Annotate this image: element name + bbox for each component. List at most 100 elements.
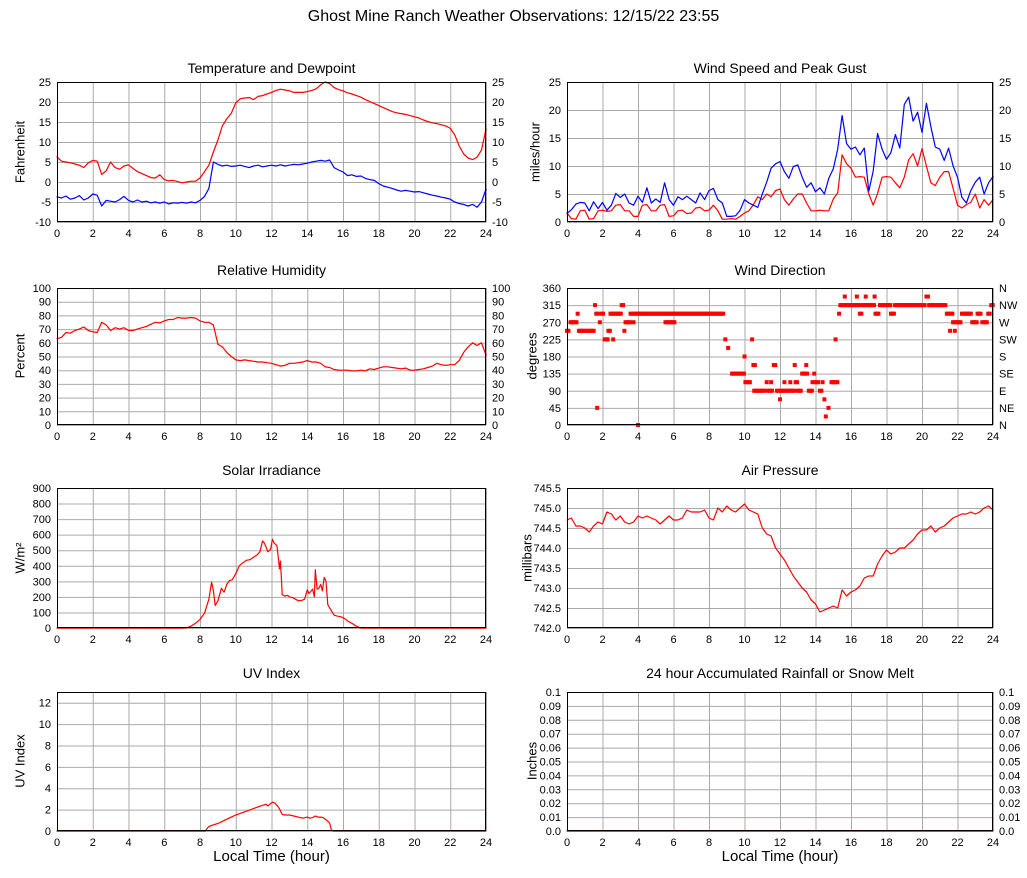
svg-text:0: 0 bbox=[54, 228, 60, 240]
svg-text:24: 24 bbox=[987, 837, 999, 849]
svg-text:16: 16 bbox=[845, 837, 857, 849]
svg-text:745.0: 745.0 bbox=[533, 503, 561, 515]
svg-text:0.05: 0.05 bbox=[999, 757, 1020, 769]
svg-text:10: 10 bbox=[39, 406, 51, 418]
svg-text:14: 14 bbox=[301, 634, 313, 646]
svg-text:20: 20 bbox=[999, 105, 1011, 117]
svg-text:0.0: 0.0 bbox=[999, 826, 1014, 838]
svg-text:N: N bbox=[999, 283, 1007, 295]
svg-text:744.0: 744.0 bbox=[533, 543, 561, 555]
chart-title: Temperature and Dewpoint bbox=[187, 60, 356, 76]
svg-text:60: 60 bbox=[492, 338, 504, 350]
chart-title: Wind Direction bbox=[734, 262, 826, 278]
svg-text:4: 4 bbox=[635, 634, 641, 646]
svg-text:12: 12 bbox=[774, 431, 786, 443]
svg-text:6: 6 bbox=[161, 837, 167, 849]
svg-text:20: 20 bbox=[916, 431, 928, 443]
svg-text:0: 0 bbox=[54, 837, 60, 849]
svg-text:4: 4 bbox=[45, 783, 51, 795]
svg-text:300: 300 bbox=[33, 576, 51, 588]
svg-text:0.04: 0.04 bbox=[999, 770, 1020, 782]
svg-text:5: 5 bbox=[492, 157, 498, 169]
svg-text:24: 24 bbox=[987, 228, 999, 240]
svg-text:16: 16 bbox=[845, 228, 857, 240]
svg-text:15: 15 bbox=[39, 117, 51, 129]
svg-text:14: 14 bbox=[301, 837, 313, 849]
svg-text:24: 24 bbox=[480, 837, 492, 849]
svg-text:14: 14 bbox=[809, 634, 821, 646]
svg-text:18: 18 bbox=[880, 431, 892, 443]
chart-wind-direction: Wind Direction degrees 0 45 90 135 180 225 270… bbox=[513, 258, 1027, 454]
chart-title: UV Index bbox=[242, 665, 301, 681]
svg-text:16: 16 bbox=[337, 431, 349, 443]
chart-title: Solar Irradiance bbox=[222, 462, 321, 478]
svg-text:742.5: 742.5 bbox=[533, 603, 561, 615]
svg-text:14: 14 bbox=[301, 431, 313, 443]
svg-text:20: 20 bbox=[916, 837, 928, 849]
svg-text:12: 12 bbox=[265, 228, 277, 240]
svg-text:14: 14 bbox=[809, 431, 821, 443]
svg-text:10: 10 bbox=[738, 431, 750, 443]
svg-text:2: 2 bbox=[90, 228, 96, 240]
svg-text:22: 22 bbox=[951, 431, 963, 443]
svg-text:10: 10 bbox=[39, 137, 51, 149]
svg-text:12: 12 bbox=[774, 634, 786, 646]
svg-text:8: 8 bbox=[706, 634, 712, 646]
svg-text:0: 0 bbox=[45, 177, 51, 189]
svg-text:40: 40 bbox=[39, 365, 51, 377]
svg-text:24: 24 bbox=[480, 228, 492, 240]
svg-text:10: 10 bbox=[738, 837, 750, 849]
svg-text:0: 0 bbox=[564, 634, 570, 646]
svg-text:24: 24 bbox=[987, 431, 999, 443]
svg-text:2: 2 bbox=[90, 837, 96, 849]
svg-text:2: 2 bbox=[45, 805, 51, 817]
svg-text:315: 315 bbox=[543, 300, 561, 312]
svg-text:60: 60 bbox=[39, 338, 51, 350]
svg-text:0: 0 bbox=[999, 217, 1005, 229]
svg-text:800: 800 bbox=[33, 499, 51, 511]
svg-text:6: 6 bbox=[45, 762, 51, 774]
chart-title: Wind Speed and Peak Gust bbox=[693, 60, 867, 76]
svg-text:-5: -5 bbox=[492, 197, 502, 209]
svg-text:18: 18 bbox=[880, 837, 892, 849]
svg-text:6: 6 bbox=[161, 431, 167, 443]
svg-text:90: 90 bbox=[39, 297, 51, 309]
svg-text:16: 16 bbox=[337, 634, 349, 646]
svg-text:50: 50 bbox=[39, 352, 51, 364]
svg-text:45: 45 bbox=[549, 403, 561, 415]
svg-text:24: 24 bbox=[480, 431, 492, 443]
svg-text:4: 4 bbox=[125, 837, 131, 849]
svg-text:15: 15 bbox=[492, 117, 504, 129]
svg-text:20: 20 bbox=[916, 634, 928, 646]
svg-text:0: 0 bbox=[564, 837, 570, 849]
chart-temperature-dewpoint: Temperature and Dewpoint Fahrenheit -10-… bbox=[0, 55, 513, 253]
svg-text:0.02: 0.02 bbox=[999, 798, 1020, 810]
svg-text:0.01: 0.01 bbox=[540, 812, 561, 824]
svg-text:2: 2 bbox=[599, 431, 605, 443]
svg-text:S: S bbox=[999, 352, 1006, 364]
svg-text:6: 6 bbox=[670, 431, 676, 443]
svg-text:20: 20 bbox=[492, 97, 504, 109]
svg-text:90: 90 bbox=[549, 386, 561, 398]
svg-text:5: 5 bbox=[999, 189, 1005, 201]
svg-text:12: 12 bbox=[265, 837, 277, 849]
svg-text:-5: -5 bbox=[41, 197, 51, 209]
svg-text:22: 22 bbox=[951, 837, 963, 849]
svg-text:135: 135 bbox=[543, 369, 561, 381]
svg-text:12: 12 bbox=[265, 431, 277, 443]
svg-text:30: 30 bbox=[39, 379, 51, 391]
svg-text:-10: -10 bbox=[35, 217, 51, 229]
chart-rainfall: 24 hour Accumulated Rainfall or Snow Mel… bbox=[513, 658, 1027, 878]
svg-text:NW: NW bbox=[999, 300, 1018, 312]
svg-text:100: 100 bbox=[33, 283, 51, 295]
svg-text:0.1: 0.1 bbox=[999, 687, 1014, 699]
svg-text:6: 6 bbox=[161, 228, 167, 240]
svg-text:744.5: 744.5 bbox=[533, 523, 561, 535]
svg-text:2: 2 bbox=[599, 634, 605, 646]
svg-text:24: 24 bbox=[987, 634, 999, 646]
svg-text:0.01: 0.01 bbox=[999, 812, 1020, 824]
svg-text:745.5: 745.5 bbox=[533, 483, 561, 495]
